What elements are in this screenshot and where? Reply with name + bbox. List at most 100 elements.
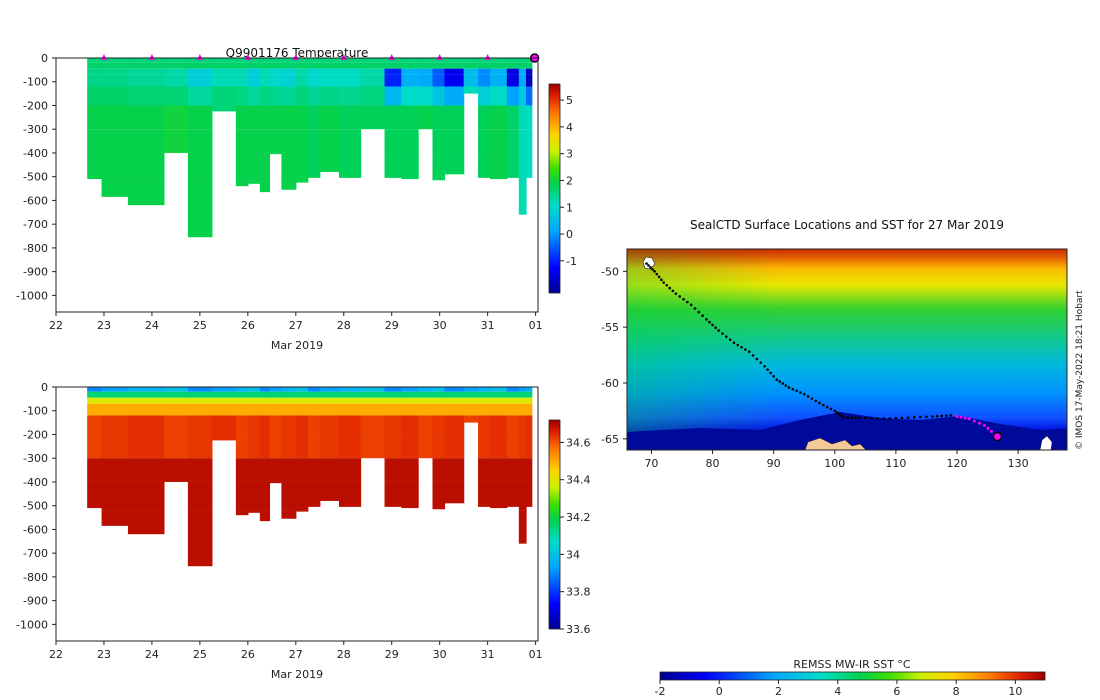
salinity-cell — [526, 434, 533, 459]
temperature-cell — [518, 74, 527, 87]
salinity-cell — [295, 391, 309, 398]
salinity-cell — [281, 415, 297, 435]
temperature-cell — [319, 86, 340, 106]
temperature-cell — [444, 68, 465, 75]
temperature-cell — [401, 68, 419, 75]
salinity-cell — [360, 403, 386, 416]
track-point — [759, 361, 762, 364]
salinity-cell — [269, 397, 283, 404]
temperature-cell — [384, 86, 402, 106]
track-point — [693, 307, 697, 310]
salinity-cell — [269, 403, 283, 416]
track-point — [705, 318, 708, 321]
salinity-cell — [87, 387, 103, 392]
salinity-cell — [478, 391, 491, 398]
track-point — [653, 270, 656, 273]
track-point — [940, 414, 944, 418]
temperature-cell — [87, 74, 103, 87]
temperature-cell — [247, 105, 261, 130]
salinity-cell — [401, 391, 419, 398]
salinity-cell — [211, 434, 237, 441]
temperature-cell — [281, 58, 297, 63]
salinity-cell — [87, 481, 103, 509]
recent-track-point — [955, 415, 959, 418]
salinity-cell — [338, 434, 362, 459]
temperature-cell — [338, 68, 362, 75]
temperature-cell — [360, 58, 386, 63]
salinity-cell — [490, 387, 508, 392]
temperature-cell — [338, 129, 362, 153]
salinity-cell — [490, 403, 508, 416]
salinity-cell — [101, 403, 129, 416]
temperature-cell — [384, 68, 402, 75]
salinity-cell — [432, 458, 446, 482]
temperature-cell — [463, 68, 479, 75]
salinity-cell — [319, 458, 340, 482]
salinity-cell — [307, 397, 321, 404]
track-point — [651, 268, 654, 271]
salinity-cell — [444, 397, 465, 404]
temperature-cell — [211, 86, 237, 106]
temperature-cell — [506, 152, 520, 178]
temperature-cell — [295, 105, 309, 130]
salinity-cell — [269, 434, 283, 459]
temperature-cell — [281, 86, 297, 106]
map-y-axis: -50 -55 -60 -65 — [601, 265, 627, 446]
track-point — [791, 387, 795, 391]
track-point — [657, 275, 661, 279]
track-point — [833, 409, 837, 413]
antarctic-shelf-water — [627, 412, 1067, 450]
recent-track-point — [977, 421, 981, 425]
salinity-cell — [432, 397, 446, 404]
y-tick-label: -300 — [23, 452, 48, 465]
temperature-cell — [87, 105, 103, 130]
salinity-cell — [247, 397, 261, 404]
temperature-cell — [490, 152, 508, 180]
salinity-cell — [127, 415, 165, 435]
temperature-cell — [444, 62, 465, 69]
salinity-cell — [506, 397, 520, 404]
temperature-cell — [247, 68, 261, 75]
map-y-tick-label: -50 — [601, 265, 619, 278]
sst-colorbar-tick-label: 8 — [953, 685, 960, 698]
track-point — [810, 397, 814, 400]
salinity-axes-frame — [55, 386, 539, 642]
colorbar-tick-label: 2 — [566, 174, 573, 187]
temperature-cell — [319, 152, 340, 172]
salinity-cell — [259, 458, 271, 482]
track-point — [744, 348, 747, 351]
salinity-cell — [338, 403, 362, 416]
salinity-cell — [247, 391, 261, 398]
temperature-cell — [295, 152, 309, 182]
salinity-cell — [384, 434, 402, 459]
temperature-cell — [281, 105, 297, 130]
colorbar-tick-label: 3 — [566, 148, 573, 161]
temperature-cell — [319, 68, 340, 75]
temperature-cell — [463, 86, 479, 94]
temperature-cell — [235, 86, 249, 106]
x-tick-label: 22 — [49, 648, 63, 661]
temperature-cell — [259, 152, 271, 182]
temperature-cell — [418, 62, 434, 69]
track-point — [882, 417, 885, 421]
temperature-cell — [211, 105, 237, 112]
x-tick-label: 31 — [481, 648, 495, 661]
temperature-cell — [259, 62, 271, 69]
track-point — [649, 266, 652, 269]
sst-colorbar-tick-label: 6 — [893, 685, 900, 698]
sea-ice — [1039, 435, 1053, 450]
x-tick-label: 25 — [193, 319, 207, 332]
temperature-cell — [338, 105, 362, 130]
x-tick-label: 27 — [289, 319, 303, 332]
temperature-cell — [247, 62, 261, 69]
salinity-cell — [518, 391, 527, 398]
track-point — [931, 415, 934, 418]
track-point — [784, 384, 788, 387]
salinity-cell — [87, 403, 103, 416]
salinity-cell — [478, 397, 491, 404]
temperature-cell — [127, 181, 165, 206]
map-x-tick-label: 110 — [885, 457, 906, 470]
temperature-cell — [338, 152, 362, 178]
x-tick-label: 23 — [97, 648, 111, 661]
salinity-cell — [101, 458, 129, 482]
